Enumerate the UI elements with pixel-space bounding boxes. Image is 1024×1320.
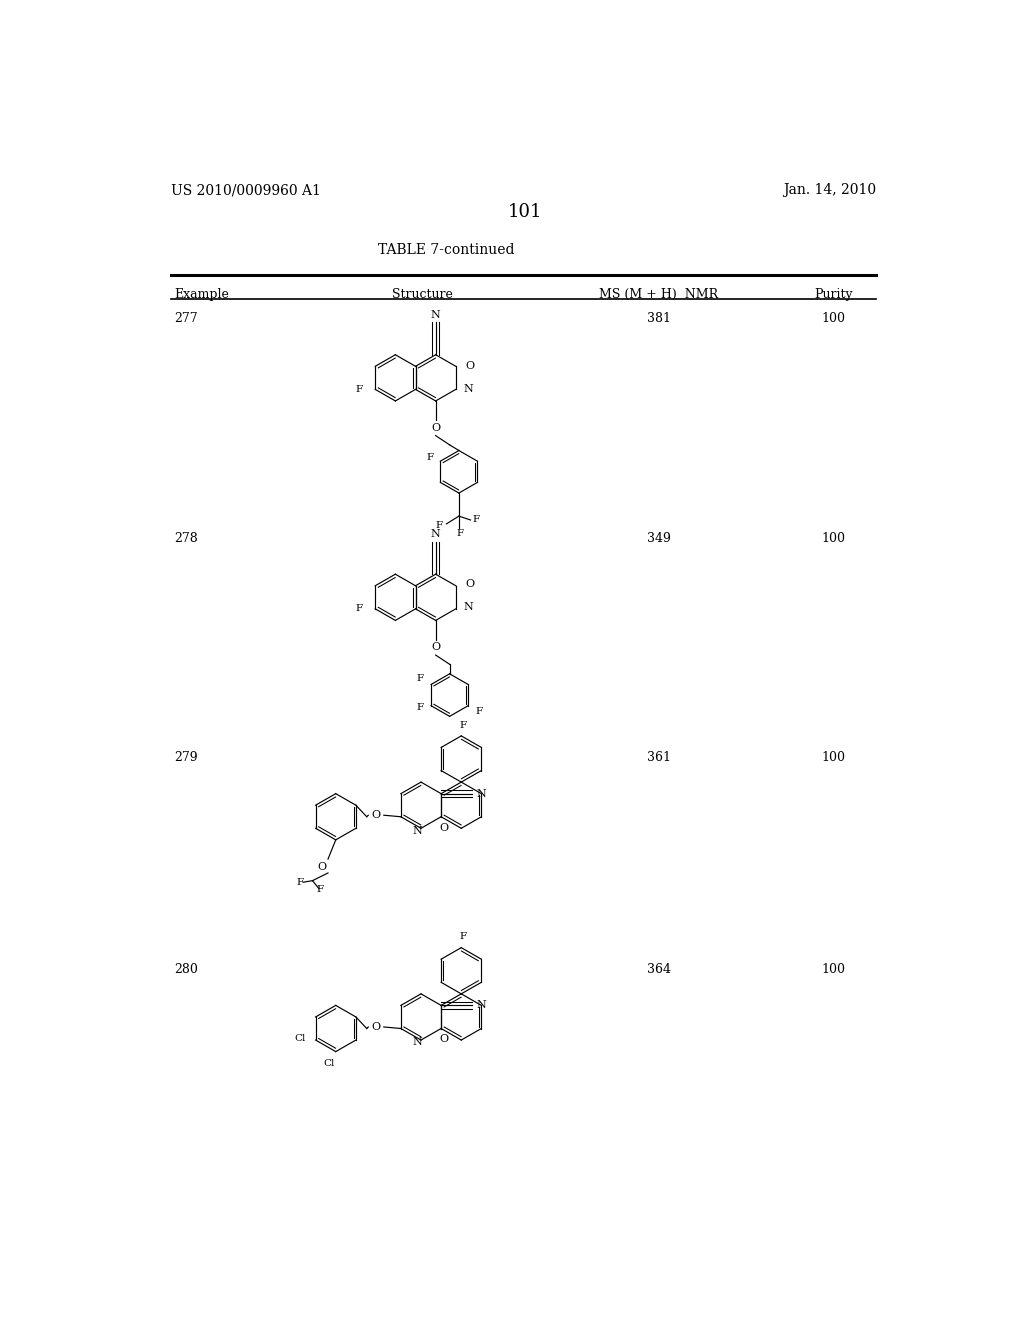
Text: F: F (472, 516, 479, 524)
Text: 361: 361 (647, 751, 671, 764)
Text: 279: 279 (174, 751, 198, 764)
Text: Purity: Purity (814, 288, 853, 301)
Text: F: F (475, 708, 482, 717)
Text: N: N (476, 788, 486, 799)
Text: 100: 100 (821, 964, 845, 975)
Text: Jan. 14, 2010: Jan. 14, 2010 (782, 183, 876, 197)
Text: TABLE 7-continued: TABLE 7-continued (378, 243, 514, 257)
Text: 381: 381 (647, 313, 671, 326)
Text: Cl: Cl (295, 1034, 306, 1043)
Text: O: O (465, 579, 474, 589)
Text: US 2010/0009960 A1: US 2010/0009960 A1 (171, 183, 321, 197)
Text: F: F (297, 878, 304, 887)
Text: 100: 100 (821, 751, 845, 764)
Text: F: F (459, 932, 466, 941)
Text: 278: 278 (174, 532, 199, 545)
Text: 280: 280 (174, 964, 199, 975)
Text: F: F (417, 702, 424, 711)
Text: O: O (372, 810, 381, 820)
Text: N: N (476, 1001, 486, 1010)
Text: F: F (459, 721, 466, 730)
Text: 364: 364 (647, 964, 671, 975)
Text: N: N (413, 1038, 422, 1047)
Text: F: F (316, 886, 324, 895)
Text: O: O (439, 1035, 449, 1044)
Text: 100: 100 (821, 313, 845, 326)
Text: Example: Example (174, 288, 229, 301)
Text: 101: 101 (508, 203, 542, 220)
Text: N: N (431, 529, 440, 539)
Text: O: O (431, 643, 440, 652)
Text: 100: 100 (821, 532, 845, 545)
Text: O: O (465, 362, 474, 371)
Text: F: F (456, 528, 463, 537)
Text: O: O (439, 822, 449, 833)
Text: 277: 277 (174, 313, 198, 326)
Text: N: N (431, 310, 440, 319)
Text: N: N (413, 825, 422, 836)
Text: N: N (463, 602, 473, 612)
Text: F: F (355, 605, 362, 614)
Text: F: F (355, 385, 362, 393)
Text: Structure: Structure (392, 288, 453, 301)
Text: O: O (372, 1022, 381, 1032)
Text: O: O (317, 862, 327, 871)
Text: Cl: Cl (324, 1059, 335, 1068)
Text: F: F (417, 673, 424, 682)
Text: F: F (427, 453, 434, 462)
Text: F: F (436, 521, 443, 529)
Text: MS (M + H)  NMR: MS (M + H) NMR (599, 288, 719, 301)
Text: 349: 349 (647, 532, 671, 545)
Text: N: N (463, 384, 473, 395)
Text: O: O (431, 422, 440, 433)
